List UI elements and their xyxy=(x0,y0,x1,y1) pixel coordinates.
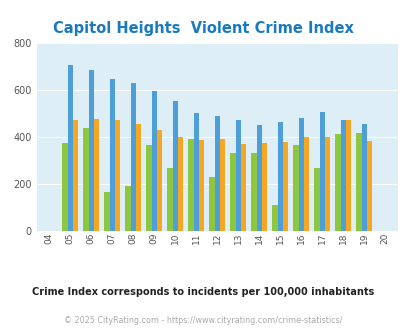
Bar xyxy=(235,120,240,231)
Bar xyxy=(104,192,109,231)
Bar xyxy=(83,128,88,231)
Bar xyxy=(214,116,219,231)
Bar xyxy=(62,143,67,231)
Bar xyxy=(277,122,282,231)
Bar xyxy=(167,168,172,231)
Bar xyxy=(151,91,156,231)
Bar xyxy=(209,178,214,231)
Bar xyxy=(198,140,204,231)
Bar xyxy=(109,79,115,231)
Bar xyxy=(256,125,261,231)
Bar xyxy=(361,124,366,231)
Bar xyxy=(282,142,288,231)
Bar xyxy=(251,153,256,231)
Bar xyxy=(261,143,266,231)
Bar xyxy=(125,186,130,231)
Bar xyxy=(293,145,298,231)
Bar xyxy=(335,134,340,231)
Bar xyxy=(230,153,235,231)
Text: Crime Index corresponds to incidents per 100,000 inhabitants: Crime Index corresponds to incidents per… xyxy=(32,287,373,297)
Bar xyxy=(88,70,94,231)
Bar xyxy=(298,118,303,231)
Bar xyxy=(240,145,245,231)
Bar xyxy=(188,139,193,231)
Bar xyxy=(67,65,72,231)
Bar xyxy=(72,120,78,231)
Bar xyxy=(366,141,371,231)
Text: Capitol Heights  Violent Crime Index: Capitol Heights Violent Crime Index xyxy=(52,21,353,36)
Bar xyxy=(94,119,99,231)
Bar xyxy=(272,205,277,231)
Bar xyxy=(319,112,324,231)
Bar xyxy=(303,137,308,231)
Bar xyxy=(130,83,135,231)
Bar xyxy=(313,168,319,231)
Bar xyxy=(156,130,162,231)
Bar xyxy=(135,123,141,231)
Bar xyxy=(177,137,183,231)
Bar xyxy=(193,114,198,231)
Bar xyxy=(115,120,120,231)
Text: © 2025 CityRating.com - https://www.cityrating.com/crime-statistics/: © 2025 CityRating.com - https://www.city… xyxy=(64,316,341,325)
Bar xyxy=(324,137,329,231)
Bar xyxy=(340,120,345,231)
Bar xyxy=(146,145,151,231)
Bar xyxy=(345,120,350,231)
Bar xyxy=(356,133,361,231)
Bar xyxy=(219,139,224,231)
Bar xyxy=(172,101,177,231)
